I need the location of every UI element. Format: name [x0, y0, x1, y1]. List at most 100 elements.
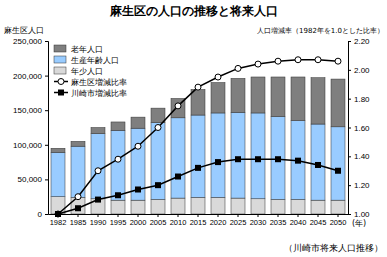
legend-swatch — [54, 56, 66, 63]
bar-segment — [271, 116, 285, 199]
tick-mark — [198, 214, 199, 217]
bar-segment — [231, 112, 245, 198]
tick-mark — [238, 214, 239, 217]
legend-item: 年少人口 — [54, 67, 103, 76]
marker — [75, 205, 81, 211]
legend-item: 老年人口 — [54, 45, 103, 54]
tick-label: 1.60 — [354, 124, 370, 133]
bar-segment — [331, 127, 345, 200]
legend-item: 麻生区増減比率 — [54, 78, 127, 87]
title: 麻生区の人口の推移と将来人口 — [109, 4, 278, 18]
tick: 2000 — [130, 214, 147, 227]
marker — [135, 143, 141, 149]
bar-segment — [231, 78, 245, 112]
marker — [75, 194, 81, 200]
marker — [295, 57, 301, 63]
tick-mark — [348, 156, 351, 157]
bar-segment — [151, 108, 165, 123]
marker — [95, 168, 101, 174]
tick-mark — [98, 214, 99, 217]
tick: 2035 — [270, 214, 287, 227]
marker — [115, 192, 121, 198]
tick-label: 1.80 — [354, 95, 370, 104]
axis-line — [45, 42, 49, 215]
tick: 2050 — [330, 214, 347, 227]
tick-mark — [45, 214, 48, 215]
tick-label: 2035 — [270, 218, 287, 227]
x-axis-title: (年) — [352, 219, 366, 228]
marker — [235, 156, 241, 162]
tick-label: 2005 — [150, 218, 167, 227]
marker — [135, 186, 141, 192]
tick-mark — [45, 110, 48, 111]
marker — [275, 156, 281, 162]
tick: 2005 — [150, 214, 167, 227]
legend-item: 川崎市増減比率 — [54, 89, 127, 98]
bar-segment — [331, 79, 345, 127]
y2-axis-title: 人口増減率（1982年を1.0とした比率） — [257, 26, 384, 35]
bar-segment — [291, 77, 305, 121]
legend-label: 年少人口 — [71, 67, 103, 76]
bar-segment — [191, 115, 205, 197]
tick-label: 0 — [38, 210, 43, 219]
tick-mark — [348, 128, 351, 129]
tick: 100,000 — [13, 141, 48, 150]
tick: 2015 — [190, 214, 207, 227]
tick: 2010 — [170, 214, 187, 227]
bar-segment — [311, 124, 325, 200]
tick: 50,000 — [18, 175, 48, 184]
tick-label: 2045 — [310, 218, 327, 227]
bar-segment — [131, 117, 145, 128]
tick-mark — [158, 214, 159, 217]
tick-label: 2025 — [230, 218, 247, 227]
tick: 2025 — [230, 214, 247, 227]
tick-mark — [138, 214, 139, 217]
tick-mark — [78, 214, 79, 217]
tick-mark — [348, 185, 351, 186]
marker — [155, 182, 161, 188]
footnote: （川崎市将来人口推移） — [284, 243, 383, 253]
tick-mark — [45, 76, 48, 77]
legend-label: 川崎市増減比率 — [71, 89, 127, 98]
chart: 050,000100,000150,000200,000250,0001.001… — [0, 0, 387, 257]
marker — [255, 156, 261, 162]
bar-segment — [111, 130, 125, 200]
tick-label: 2.20 — [354, 37, 370, 46]
tick-label: 200,000 — [13, 72, 42, 81]
y-axis-title: 麻生区人口 — [4, 26, 44, 35]
tick-label: 2050 — [330, 218, 347, 227]
bar-segment — [91, 134, 105, 199]
bar-segment — [231, 198, 245, 214]
tick: 2020 — [210, 214, 227, 227]
legend-marker — [58, 90, 64, 96]
tick-label: 2030 — [250, 218, 267, 227]
marker — [255, 61, 261, 67]
legend-marker — [58, 79, 64, 85]
tick-mark — [58, 214, 59, 217]
tick-label: 1.40 — [354, 152, 370, 161]
bar-segment — [111, 200, 125, 214]
tick: 2045 — [310, 214, 327, 227]
tick: 1.00 — [348, 210, 370, 219]
bar-segment — [171, 118, 185, 198]
tick-label: 2.00 — [354, 66, 370, 75]
tick-mark — [258, 214, 259, 217]
lines — [55, 57, 341, 217]
bar-segment — [211, 197, 225, 214]
marker — [315, 57, 321, 63]
marker — [195, 84, 201, 90]
tick-label: 2010 — [170, 218, 187, 227]
tick-label: 2015 — [190, 218, 207, 227]
line — [58, 159, 338, 214]
plot: 050,000100,000150,000200,000250,0001.001… — [13, 37, 370, 227]
tick-label: 1985 — [70, 218, 87, 227]
tick-mark — [45, 41, 48, 42]
tick-mark — [45, 145, 48, 146]
tick: 1.60 — [348, 124, 370, 133]
tick-label: 250,000 — [13, 37, 42, 46]
tick-label: 2040 — [290, 218, 307, 227]
marker — [335, 168, 341, 174]
marker — [175, 174, 181, 180]
bar-segment — [91, 128, 105, 134]
bar-segment — [251, 77, 265, 113]
